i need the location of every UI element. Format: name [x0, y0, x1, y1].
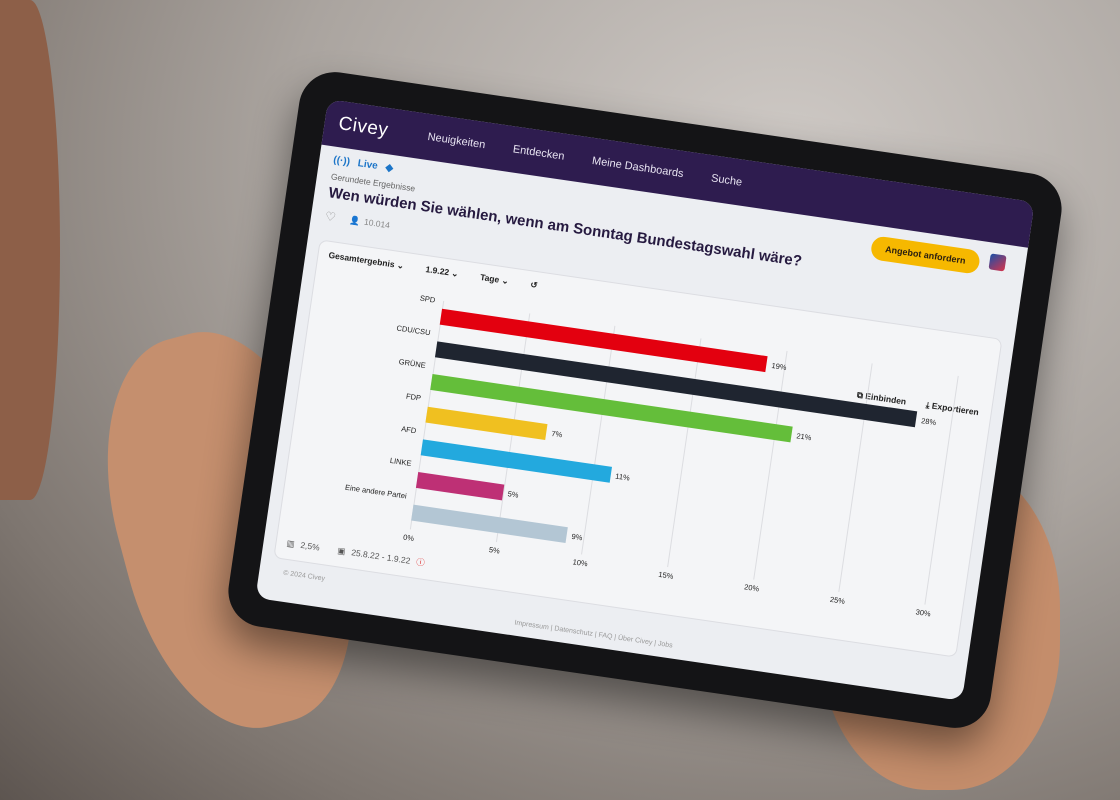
value-label: 7% [550, 428, 563, 440]
error-margin: 2,5% [299, 539, 321, 553]
x-tick-label: 20% [743, 582, 760, 594]
date-range: 25.8.22 - 1.9.22 [350, 547, 412, 566]
date-dropdown[interactable]: 1.9.22 ⌄ [425, 264, 460, 279]
reset-icon[interactable]: ↺ [529, 279, 539, 291]
gridline [667, 338, 702, 568]
nav-dashboards[interactable]: Meine Dashboards [591, 154, 685, 181]
category-label: FDP [405, 391, 422, 403]
live-label: Live [356, 158, 379, 172]
category-label: SPD [419, 293, 436, 305]
calendar-icon: ▣ [336, 544, 347, 556]
category-label: LINKE [389, 455, 413, 468]
result-dropdown[interactable]: Gesamtergebnis ⌄ [327, 249, 405, 271]
bar-fdp[interactable] [425, 406, 548, 441]
bar-linke[interactable] [415, 472, 504, 501]
user-icon: 👤 [349, 214, 362, 226]
info-icon[interactable]: ⓘ [415, 556, 426, 568]
screen: Civey Neuigkeiten Entdecken Meine Dashbo… [255, 99, 1035, 701]
bar-grüne[interactable] [430, 374, 793, 443]
civey-logo[interactable]: Civey [337, 112, 390, 141]
error-margin-icon: ▥ [285, 537, 296, 549]
category-label: GRÜNE [398, 357, 427, 370]
tablet: Civey Neuigkeiten Entdecken Meine Dashbo… [223, 67, 1067, 733]
participant-count: 10.014 [363, 216, 391, 231]
value-label: 28% [920, 416, 937, 428]
avatar[interactable] [988, 253, 1007, 272]
x-tick-label: 15% [657, 569, 674, 581]
value-label: 21% [795, 431, 812, 443]
x-tick-label: 10% [572, 557, 589, 569]
nav-entdecken[interactable]: Entdecken [512, 143, 566, 163]
category-label: AFD [400, 424, 417, 436]
value-label: 11% [614, 471, 631, 483]
x-tick-label: 0% [402, 532, 415, 544]
value-label: 19% [770, 360, 788, 373]
gridline [752, 350, 788, 580]
diamond-icon: ◆ [384, 162, 394, 175]
period-dropdown[interactable]: Tage ⌄ [479, 271, 510, 287]
x-tick-label: 5% [488, 545, 501, 556]
nav-suche[interactable]: Suche [710, 172, 743, 189]
heart-icon[interactable]: ♡ [324, 208, 337, 225]
category-label: Eine andere Partei [344, 482, 408, 501]
value-label: 5% [507, 489, 520, 500]
live-icon: ((·)) [332, 154, 351, 168]
x-tick-label: 30% [915, 607, 932, 619]
x-tick-label: 25% [829, 594, 846, 606]
value-label: 9% [570, 531, 583, 543]
footer-links[interactable]: Impressum | Datenschutz | FAQ | Über Civ… [513, 619, 674, 650]
category-label: CDU/CSU [395, 323, 432, 338]
blurred-person [0, 0, 60, 500]
bar-eine-andere-partei[interactable] [411, 504, 568, 544]
gridline [581, 325, 616, 555]
nav-neuigkeiten[interactable]: Neuigkeiten [426, 130, 487, 152]
copyright: © 2024 Civey [282, 569, 326, 583]
